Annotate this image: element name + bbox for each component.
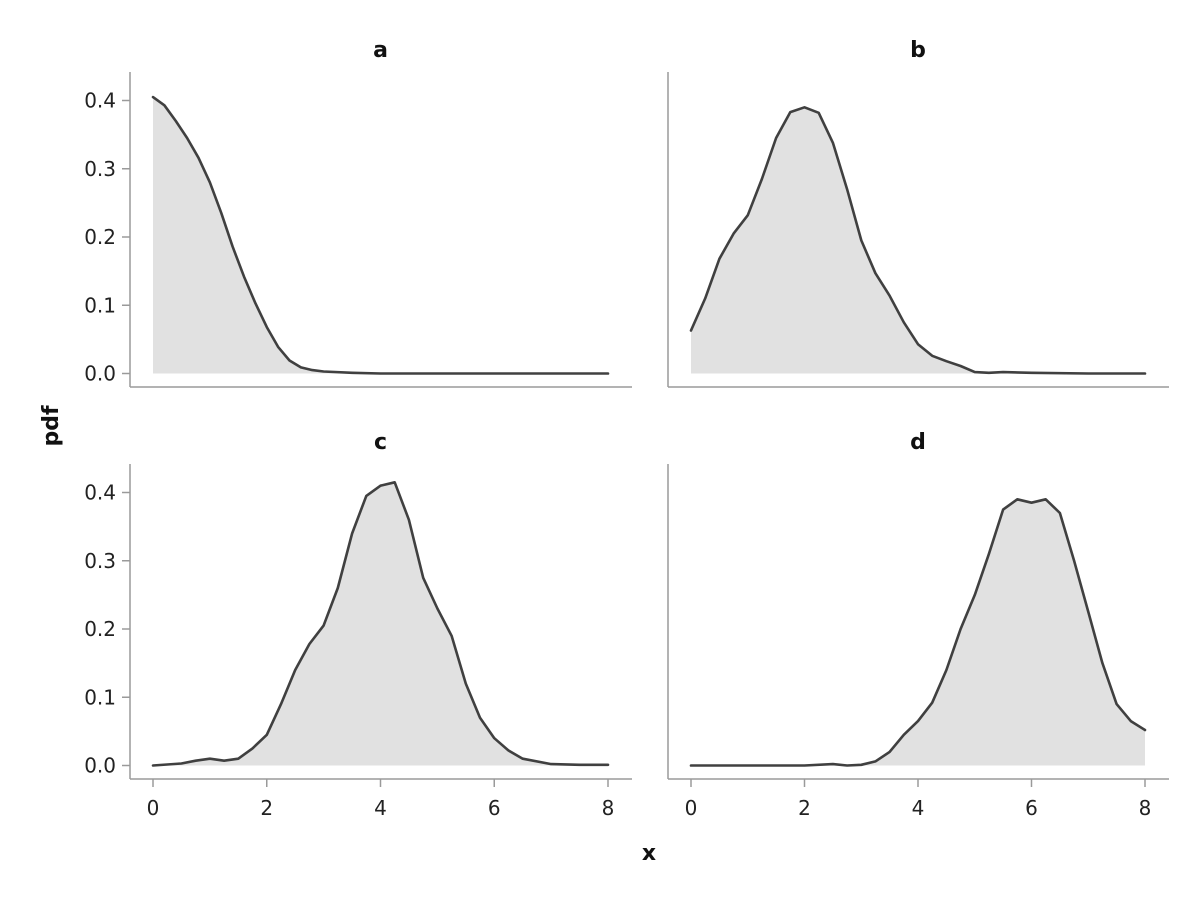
panel-b: b [667, 38, 1169, 388]
panel-title-d: d [910, 430, 926, 455]
panel-title-b: b [910, 38, 926, 63]
y-tick-label: 0.4 [84, 481, 116, 505]
density-line-a [151, 95, 610, 375]
y-tick-label: 0.3 [84, 549, 116, 573]
x-tick-label: 4 [912, 796, 925, 820]
density-area-b [691, 107, 1145, 374]
x-tick-label: 8 [602, 796, 615, 820]
x-tick-label: 0 [685, 796, 698, 820]
y-tick-label: 0.4 [84, 89, 116, 113]
density-line-c [151, 481, 610, 767]
x-tick-label: 2 [260, 796, 273, 820]
panel-title-c: c [374, 430, 387, 455]
density-area-c [153, 482, 608, 766]
y-tick-label: 0.2 [84, 225, 116, 249]
x-tick-label: 0 [147, 796, 160, 820]
density-area-a [153, 97, 608, 374]
x-tick-label: 2 [798, 796, 811, 820]
y-tick-label: 0.1 [84, 293, 116, 317]
y-tick-label: 0.2 [84, 617, 116, 641]
density-area-d [691, 499, 1145, 766]
x-tick-label: 4 [374, 796, 387, 820]
x-tick-label: 8 [1139, 796, 1152, 820]
density-line-b [689, 106, 1147, 375]
density-line-d [689, 498, 1147, 767]
y-tick-label: 0.1 [84, 685, 116, 709]
x-axis-label: x [642, 841, 656, 866]
y-tick-label: 0.0 [84, 754, 116, 778]
y-tick-label: 0.0 [84, 362, 116, 386]
x-tick-label: 6 [1025, 796, 1038, 820]
panel-title-a: a [373, 38, 388, 63]
x-tick-label: 6 [488, 796, 501, 820]
y-tick-label: 0.3 [84, 157, 116, 181]
y-axis-label: pdf [39, 405, 64, 446]
panel-d: d 0 2 4 6 8 [667, 430, 1169, 820]
panel-a: a 0.0 0.1 0.2 0.3 0.4 [84, 38, 632, 388]
panel-c: c 0.0 0.1 0.2 0.3 0.4 0 2 4 6 8 [84, 430, 632, 820]
